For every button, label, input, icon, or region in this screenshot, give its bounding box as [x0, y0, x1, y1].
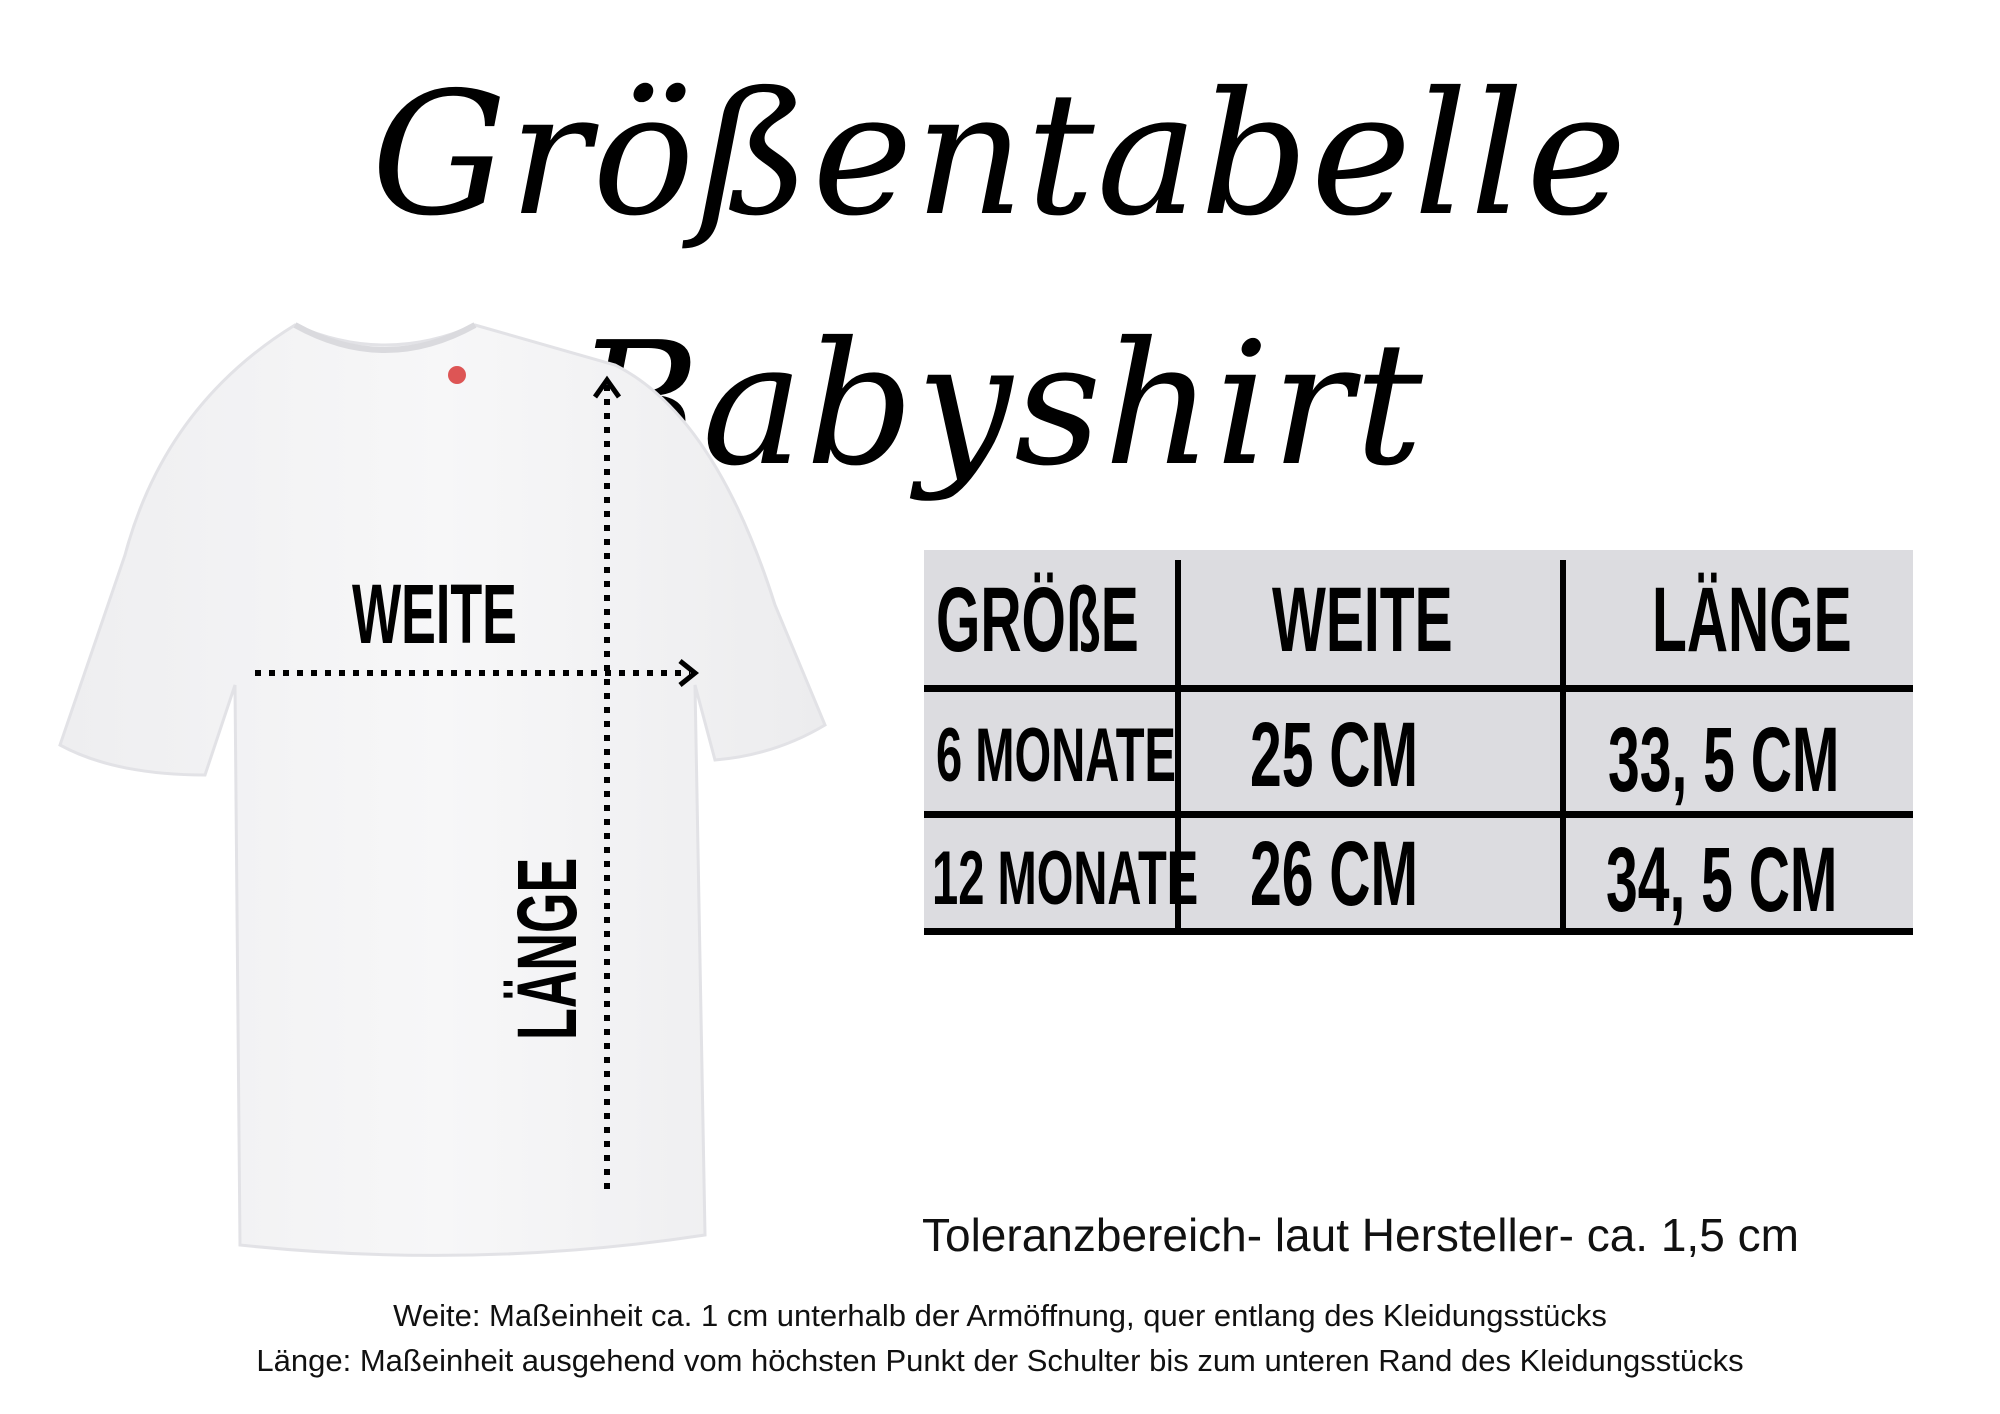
row-divider — [924, 928, 1913, 935]
header-length: LÄNGE — [1652, 568, 1852, 671]
column-divider — [1560, 560, 1566, 935]
table-row-length: 33, 5 CM — [1608, 708, 1840, 811]
brand-label-icon — [448, 366, 466, 384]
table-row-length: 34, 5 CM — [1606, 828, 1838, 931]
table-row-size: 12 MONATE — [932, 835, 1199, 921]
tshirt-image — [58, 322, 827, 1257]
arrow-right-icon — [678, 659, 700, 687]
header-size: GRÖßE — [936, 568, 1139, 671]
width-note: Weite: Maßeinheit ca. 1 cm unterhalb der… — [393, 1298, 1607, 1333]
length-note: Länge: Maßeinheit ausgehend vom höchsten… — [256, 1343, 1744, 1378]
table-row-size: 6 MONATE — [936, 712, 1176, 798]
arrow-up-icon — [592, 375, 622, 399]
length-label: LÄNGE — [500, 857, 594, 1040]
row-divider — [924, 685, 1913, 692]
column-divider — [1175, 560, 1181, 935]
row-divider — [924, 811, 1913, 818]
tolerance-note: Toleranzbereich- laut Hersteller- ca. 1,… — [922, 1209, 1799, 1261]
size-table: GRÖßE WEITE LÄNGE 6 MONATE 25 CM 33, 5 C… — [924, 550, 1913, 935]
table-row-width: 25 CM — [1250, 703, 1419, 806]
table-row-width: 26 CM — [1250, 822, 1419, 925]
header-width: WEITE — [1272, 568, 1453, 671]
page-title: Größentabelle Babyshirt — [371, 56, 1629, 504]
width-label: WEITE — [352, 567, 517, 661]
